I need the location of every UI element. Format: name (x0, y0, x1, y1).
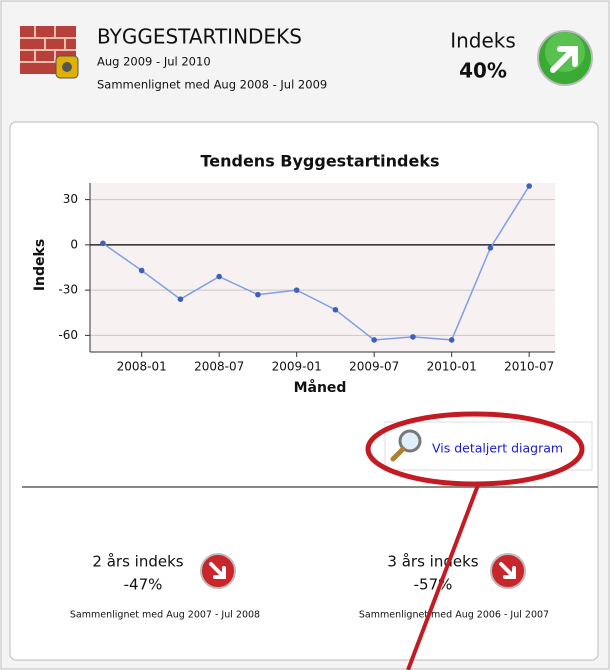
index-comparison: Sammenlignet med Aug 2007 - Jul 2008 (70, 610, 260, 621)
x-tick-label: 2010-07 (504, 360, 554, 374)
detail-button[interactable]: Vis detaljert diagram (384, 421, 593, 471)
up-arrow-icon (537, 30, 593, 86)
x-tick-label: 2008-01 (117, 360, 167, 374)
y-tick-label: 30 (63, 192, 78, 206)
data-point (448, 337, 455, 343)
magnifier-handle (390, 446, 406, 462)
annotation-line (406, 484, 480, 670)
plot-area (90, 183, 555, 352)
index-value: -57% (414, 576, 453, 594)
data-point (332, 306, 339, 313)
brick-icon (20, 26, 79, 79)
index-value: 40% (459, 59, 507, 83)
x-tick-label: 2009-07 (349, 360, 399, 374)
x-tick-label: 2008-07 (194, 360, 244, 374)
header-comparison: Sammenlignet med Aug 2008 - Jul 2009 (97, 78, 327, 92)
x-tick-label: 2009-01 (272, 360, 322, 374)
y-tick-label: -60 (58, 328, 78, 342)
index-value: -47% (124, 576, 163, 594)
down-arrow (209, 562, 226, 579)
x-axis-label: Måned (294, 379, 347, 396)
header-title: BYGGESTARTINDEKS (97, 25, 302, 49)
data-point (293, 287, 300, 293)
data-point (487, 245, 494, 251)
data-point (177, 296, 184, 302)
header-period: Aug 2009 - Jul 2010 (97, 55, 211, 69)
down-arrow (499, 562, 516, 579)
data-point (410, 334, 416, 340)
y-tick-label: -30 (58, 283, 78, 297)
index-label: Indeks (450, 29, 516, 53)
y-axis-label: Indeks (32, 239, 48, 291)
button-label[interactable]: Vis detaljert diagram (432, 441, 563, 456)
data-point (255, 291, 261, 298)
chart-title: Tendens Byggestartindeks (200, 152, 439, 171)
series-line (102, 185, 530, 341)
magnifier-icon (398, 429, 422, 453)
index-2yr: 2 års indeks -47% Sammenlignet med Aug 2… (70, 553, 260, 621)
chart: Tendens Byggestartindeks Indeks Måned -6… (32, 152, 555, 396)
index-comparison: Sammenlignet med Aug 2006 - Jul 2007 (359, 610, 549, 621)
data-point (100, 240, 106, 247)
data-point (216, 273, 222, 280)
y-tick-label: 0 (70, 237, 78, 251)
index-label: 3 års indeks (387, 553, 478, 571)
data-point (138, 267, 145, 274)
x-tick-label: 2010-01 (427, 360, 477, 374)
data-point (526, 183, 532, 189)
data-point (371, 337, 377, 343)
annotation-ellipse (365, 411, 585, 487)
index-label: 2 års indeks (92, 553, 183, 571)
